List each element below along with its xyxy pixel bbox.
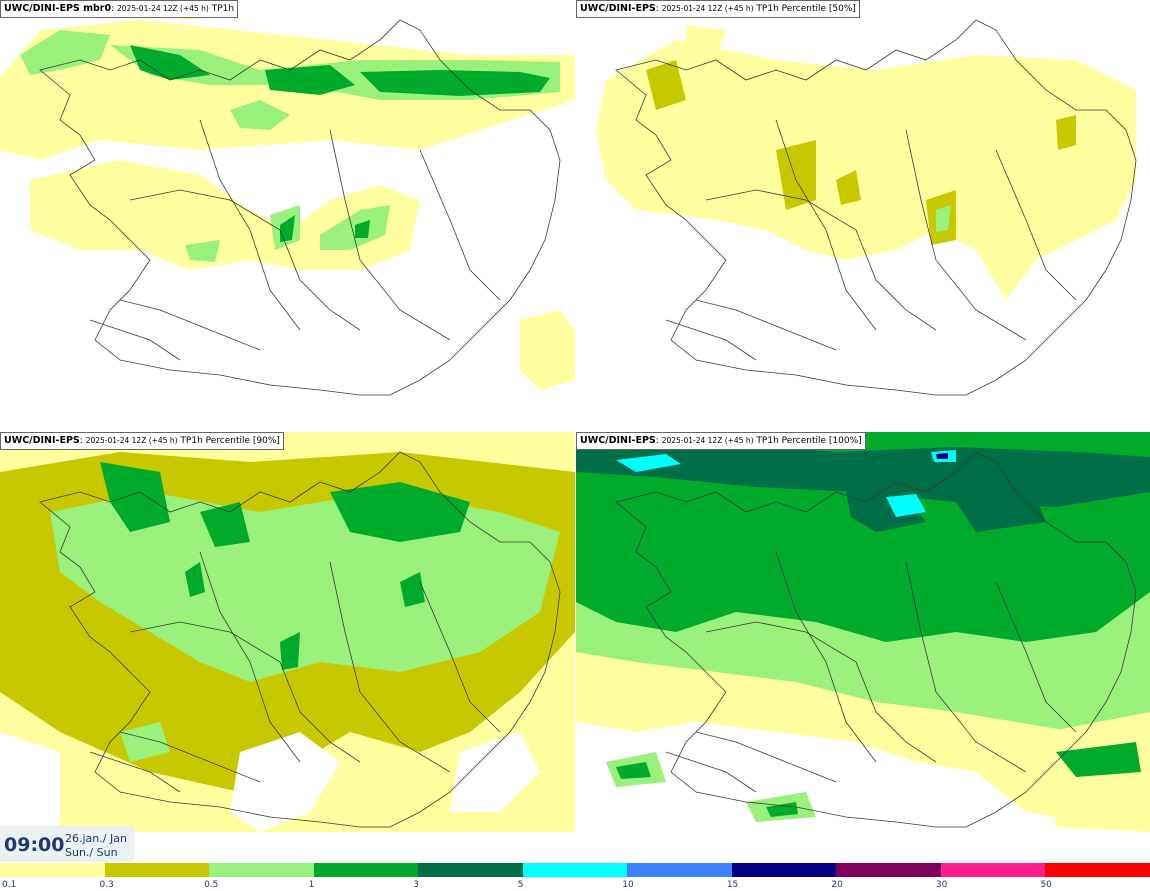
legend-tick-label: 1 bbox=[308, 880, 315, 890]
coastline-map bbox=[615, 451, 1137, 828]
legend-swatch bbox=[731, 863, 838, 877]
panel-title: UWC/DINI-EPS: 2025-01-24 12Z (+45 h) TP1… bbox=[576, 0, 860, 18]
legend-tick-label: 15 bbox=[726, 880, 739, 890]
legend-tick-label: 20 bbox=[831, 880, 843, 890]
legend-swatch bbox=[104, 863, 211, 877]
panel-percentile-100: UWC/DINI-EPS: 2025-01-24 12Z (+45 h) TP1… bbox=[576, 432, 1150, 832]
precip-fields bbox=[596, 25, 1136, 300]
legend-swatch bbox=[313, 863, 420, 877]
legend-swatch bbox=[418, 863, 524, 877]
panel-title: UWC/DINI-EPS: 2025-01-24 12Z (+45 h) TP1… bbox=[576, 432, 866, 450]
panel-percentile-90: UWC/DINI-EPS: 2025-01-24 12Z (+45 h) TP1… bbox=[0, 432, 575, 832]
legend-swatch bbox=[1045, 863, 1150, 877]
precip-map-p50 bbox=[596, 19, 1137, 396]
coastline-map bbox=[39, 451, 561, 828]
legend-tick-label: 0.3 bbox=[99, 880, 114, 890]
legend-swatch bbox=[940, 863, 1047, 877]
panel-percentile-50: UWC/DINI-EPS: 2025-01-24 12Z (+45 h) TP1… bbox=[576, 0, 1150, 414]
valid-time-box: 09:00 26.jan./ Jan Sun./ Sun bbox=[0, 826, 134, 862]
legend-swatch bbox=[0, 863, 106, 877]
panel-member0: UWC/DINI-EPS mbr0: 2025-01-24 12Z (+45 h… bbox=[0, 0, 575, 414]
precip-fields bbox=[0, 0, 575, 390]
legend-tick-label: 0.5 bbox=[204, 880, 219, 890]
legend-tick-label: 50 bbox=[1040, 880, 1052, 890]
legend-tick-label: 10 bbox=[622, 880, 634, 890]
legend-swatch bbox=[209, 863, 315, 877]
coastline-map bbox=[39, 19, 561, 396]
legend-tick-label: 5 bbox=[517, 880, 524, 890]
legend-swatch bbox=[522, 863, 629, 877]
valid-time: 09:00 bbox=[4, 834, 65, 856]
legend-swatch bbox=[627, 863, 733, 877]
precip-color-legend: 0.1 0.3 0.5 1 3 5 10 15 20 30 50 bbox=[0, 862, 1150, 891]
precip-map-member0 bbox=[0, 0, 575, 396]
precip-fields bbox=[0, 432, 575, 832]
precip-map-p90 bbox=[0, 432, 575, 832]
precip-fields bbox=[576, 432, 1150, 832]
panel-title: UWC/DINI-EPS: 2025-01-24 12Z (+45 h) TP1… bbox=[0, 432, 284, 450]
panel-title: UWC/DINI-EPS mbr0: 2025-01-24 12Z (+45 h… bbox=[0, 0, 239, 18]
coastline-map bbox=[615, 19, 1137, 396]
valid-date: 26.jan./ Jan bbox=[65, 832, 127, 845]
legend-tick-label: 0.1 bbox=[2, 880, 17, 890]
precip-map-p100 bbox=[576, 432, 1150, 832]
valid-day: Sun./ Sun bbox=[65, 846, 118, 859]
legend-tick-label: 3 bbox=[413, 880, 419, 890]
legend-swatch bbox=[836, 863, 942, 877]
legend-tick-label: 30 bbox=[935, 880, 948, 890]
